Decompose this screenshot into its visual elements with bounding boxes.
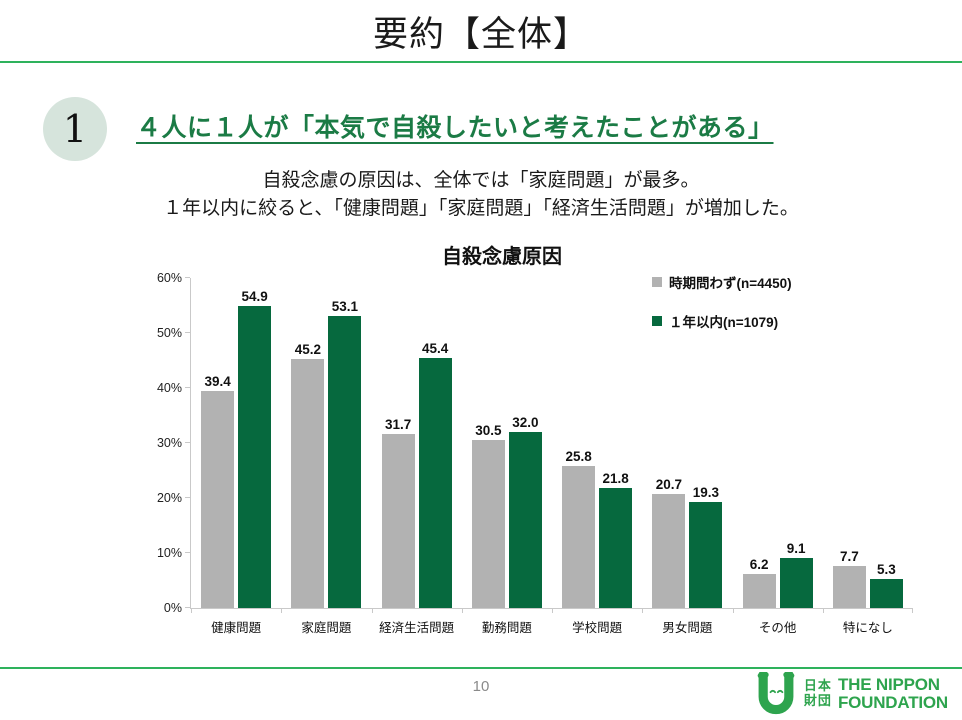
bar-group: 25.8 21.8: [552, 278, 642, 608]
y-axis-tick-mark: [185, 497, 190, 498]
logo-en-bottom: FOUNDATION: [837, 693, 948, 712]
bar-value-label: 25.8: [565, 449, 592, 465]
legend-item-anytime: 時期問わず(n=4450): [652, 272, 792, 292]
bar-value-label: 45.2: [294, 342, 322, 358]
bar-group: 6.2 9.1: [733, 278, 823, 608]
bar-value-label: 39.4: [204, 374, 231, 390]
x-axis-category-label: 特になし: [842, 621, 893, 635]
bar-value-label: 32.0: [512, 415, 539, 430]
bar-group: 31.7 45.4: [372, 278, 462, 608]
x-axis-tick-mark: [732, 608, 734, 613]
plot-area: 0% 10% 20% 30% 40% 50% 60% 39.4 54.9 健康問題 45.2 53.1…: [157, 271, 913, 635]
logo-jp-bottom: 財団: [803, 693, 832, 708]
x-axis-category-label: 家庭問題: [301, 621, 352, 635]
section-number-badge: 1: [43, 97, 107, 161]
x-axis-tick-mark: [371, 608, 373, 613]
x-axis-tick-mark: [461, 608, 463, 613]
y-axis-tick-mark: [185, 387, 190, 388]
y-axis-tick-mark: [185, 332, 190, 333]
x-axis-tick-mark: [191, 608, 192, 613]
x-axis-category-label: 健康問題: [211, 621, 262, 635]
x-axis-tick-mark: [552, 608, 553, 613]
section-heading: ４人に１人が「本気で自殺したいと考えたことがある」: [136, 114, 774, 142]
legend-swatch: [652, 316, 662, 326]
bar-group: 7.7 5.3: [823, 278, 913, 608]
bar: 20.7: [652, 477, 686, 608]
bar-value-label: 7.7: [839, 548, 859, 564]
bar: 9.1: [779, 541, 813, 608]
page-number: 10: [472, 678, 490, 695]
y-axis-tick-mark: [185, 607, 190, 608]
bar: 6.2: [742, 557, 776, 608]
section-subtext: 自殺念慮の原因は、全体では「家庭問題」が最多。 １年以内に絞ると、「健康問題」「…: [0, 167, 962, 223]
legend-label: １年以内(n=1079): [669, 315, 779, 330]
y-axis-tick-mark: [185, 552, 190, 553]
bar: 45.4: [418, 341, 452, 608]
slide-title: 要約【全体】: [372, 15, 589, 54]
bar-value-label: 53.1: [331, 298, 359, 314]
section-number: 1: [62, 107, 88, 151]
bar: 5.3: [869, 562, 903, 608]
x-axis-category-label: 勤務問題: [481, 621, 532, 635]
bar-group: 45.2 53.1: [281, 278, 371, 608]
top-divider: [0, 61, 962, 63]
bar-value-label: 54.9: [241, 289, 268, 305]
bar-value-label: 9.1: [786, 540, 806, 556]
y-axis-tick-mark: [185, 442, 190, 443]
y-axis-tick-label: 60%: [156, 271, 182, 285]
chart-title: 自殺念慮原因: [442, 246, 562, 268]
logo-en-text: THE NIPPON FOUNDATION: [838, 676, 948, 712]
bar: 25.8: [562, 449, 596, 608]
y-axis-tick-label: 10%: [156, 546, 182, 560]
logo-mark-icon: [757, 672, 795, 715]
x-axis-category-label: 経済生活問題: [379, 621, 455, 635]
x-axis-tick-mark: [642, 608, 644, 613]
y-axis-tick-label: 50%: [156, 326, 182, 340]
chart-legend: 時期問わず(n=4450) １年以内(n=1079): [652, 272, 792, 331]
subtext-line1: 自殺念慮の原因は、全体では「家庭問題」が最多。: [262, 170, 700, 191]
legend-swatch: [652, 277, 662, 287]
bar-value-label: 21.8: [602, 471, 629, 487]
bar-value-label: 45.4: [421, 341, 449, 357]
x-axis-category-label: 男女問題: [662, 621, 713, 635]
bar-value-label: 20.7: [655, 477, 683, 493]
bar: 30.5: [471, 423, 505, 608]
bar-value-label: 5.3: [876, 561, 896, 577]
bar: 32.0: [508, 415, 542, 608]
nippon-foundation-logo: 日本 財団 THE NIPPON FOUNDATION: [754, 672, 948, 716]
bottom-divider: [0, 667, 962, 669]
bar: 19.3: [689, 485, 723, 608]
bar: 54.9: [238, 289, 272, 608]
y-axis-tick-label: 30%: [156, 436, 182, 450]
y-axis-tick-label: 0%: [163, 601, 182, 615]
logo-jp-top: 日本: [803, 678, 832, 694]
subtext-line2: １年以内に絞ると、「健康問題」「家庭問題」「経済生活問題」が増加した。: [163, 198, 799, 219]
x-axis-tick-mark: [912, 608, 913, 613]
legend-item-within-year: １年以内(n=1079): [652, 311, 792, 331]
bar-value-label: 31.7: [384, 416, 412, 432]
logo-jp-text: 日本 財団: [803, 678, 832, 709]
y-axis-tick-label: 40%: [156, 381, 182, 395]
x-axis-tick-mark: [822, 608, 824, 613]
bar-group: 39.4 54.9: [191, 278, 281, 608]
x-axis-category-label: その他: [758, 621, 797, 635]
bar: 45.2: [291, 342, 325, 608]
bar-value-label: 19.3: [692, 484, 720, 500]
bar-value-label: 30.5: [475, 423, 502, 439]
bar-group: 30.5 32.0: [462, 278, 552, 608]
bar: 31.7: [381, 417, 415, 608]
bar: 39.4: [201, 374, 235, 608]
legend-label: 時期問わず(n=4450): [669, 276, 792, 291]
bar-group: 20.7 19.3: [642, 278, 732, 608]
logo-en-top: THE NIPPON: [837, 675, 940, 695]
x-axis-tick-mark: [281, 608, 283, 613]
x-axis-category-label: 学校問題: [572, 621, 623, 635]
bar: 7.7: [832, 549, 866, 608]
bar-value-label: 6.2: [749, 556, 769, 572]
y-axis-tick-label: 20%: [156, 491, 182, 505]
bar: 53.1: [328, 299, 362, 608]
bar: 21.8: [599, 471, 633, 608]
y-axis-tick-mark: [185, 277, 190, 278]
